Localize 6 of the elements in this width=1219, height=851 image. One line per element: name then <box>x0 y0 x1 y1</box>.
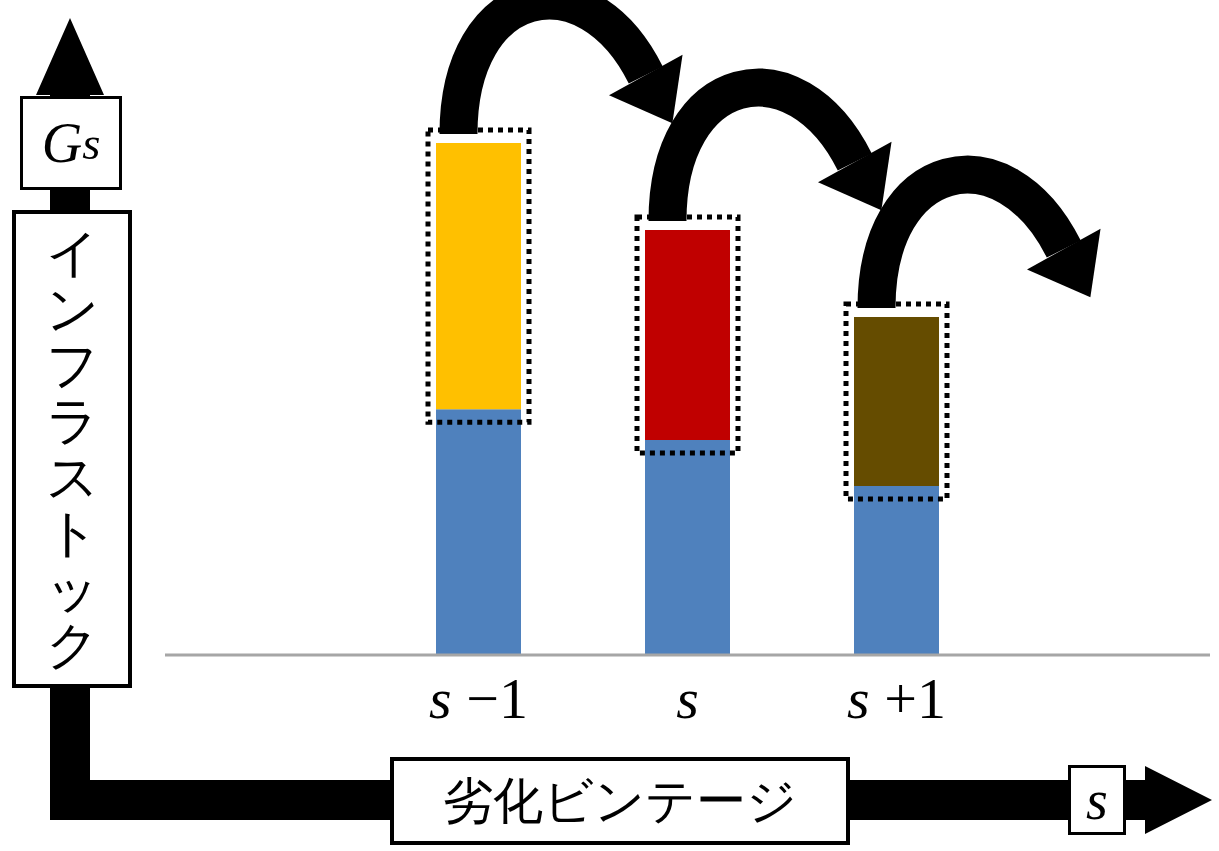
y-axis-title: インフラストック <box>45 223 99 675</box>
x-tick-label: s +1 <box>847 666 946 731</box>
x-axis-title: 劣化ビンテージ <box>390 757 850 845</box>
x-tick-label: s <box>676 666 699 731</box>
text: s <box>1068 765 1126 835</box>
x-tick-label: s −1 <box>429 666 528 731</box>
